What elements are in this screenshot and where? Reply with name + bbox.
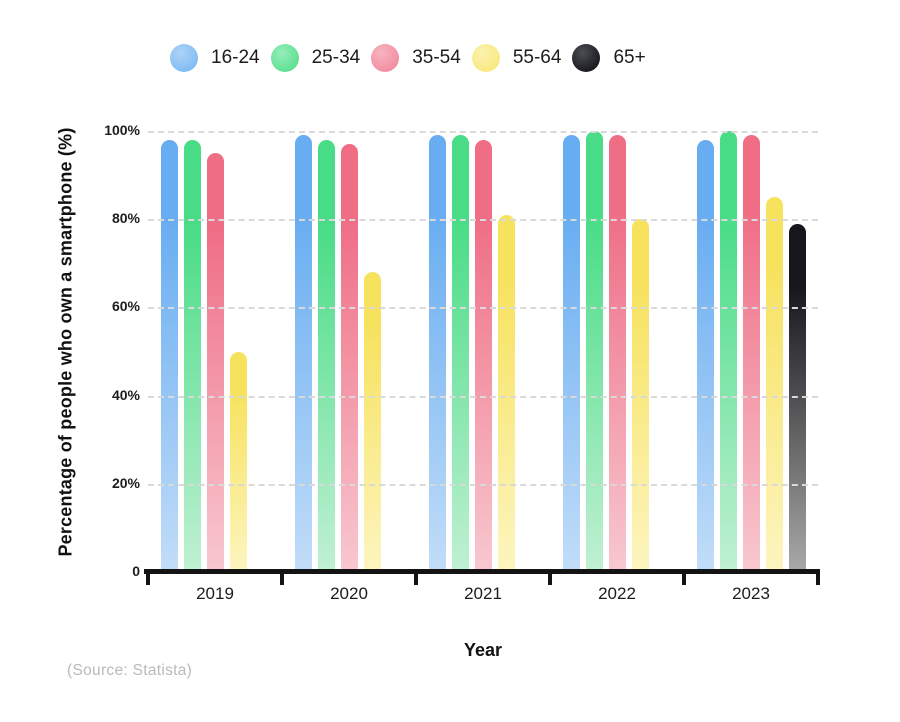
- source-note: (Source: Statista): [67, 662, 193, 679]
- bar-group-2020: [282, 131, 416, 572]
- x-axis-tick: [816, 569, 820, 585]
- legend-label: 55-64: [512, 47, 562, 68]
- legend-label: 16-24: [211, 47, 260, 68]
- legend-label: 35-54: [412, 47, 461, 68]
- bar-25-34-2023: [720, 131, 737, 572]
- bar-16-24-2021: [429, 135, 446, 572]
- bar-group-2023: [684, 131, 818, 572]
- legend-dot-16-24: [170, 44, 198, 72]
- bar-55-64-2020: [364, 272, 381, 572]
- x-category-labels: 2019 2020 2021 2022 2023: [148, 584, 818, 604]
- bar-16-24-2022: [563, 135, 580, 572]
- bar-55-64-2023: [766, 197, 783, 572]
- bar-groups: [148, 131, 818, 572]
- legend-label: 25-34: [311, 47, 361, 68]
- bar-35-54-2020: [341, 144, 358, 572]
- legend-dot-35-54: [371, 44, 400, 72]
- bar-25-34-2022: [586, 131, 603, 572]
- bar-55-64-2021: [498, 214, 515, 572]
- gridline-20: [148, 483, 818, 486]
- gridline-60: [148, 307, 818, 310]
- plot-area: [144, 131, 820, 585]
- legend-item-35-54: 35-54: [371, 44, 461, 72]
- x-category-2020: 2020: [330, 584, 368, 603]
- legend-dot-55-64: [471, 44, 500, 72]
- y-axis-title: Percentage of people who own a smartphon…: [55, 127, 76, 557]
- legend-dot-25-34: [270, 44, 299, 72]
- x-axis-tick: [414, 569, 418, 585]
- bar-35-54-2021: [475, 139, 492, 572]
- legend-dot-65+: [572, 44, 601, 72]
- x-category-2022: 2022: [598, 584, 636, 603]
- legend-item-55-64: 55-64: [471, 44, 562, 72]
- bar-35-54-2022: [609, 135, 626, 572]
- bar-group-2021: [416, 131, 550, 572]
- x-axis-line: [144, 569, 820, 574]
- y-tick-label-40: 40%: [111, 386, 140, 403]
- chart-legend: 16-24 25-34 35-54 55-64 65+: [170, 44, 646, 72]
- bar-16-24-2020: [295, 135, 312, 572]
- legend-label: 65+: [613, 47, 646, 68]
- gridline-40: [148, 395, 818, 398]
- gridline-100: [148, 131, 818, 133]
- bar-25-34-2019: [184, 139, 201, 572]
- bar-25-34-2021: [452, 135, 469, 572]
- gridline-80: [148, 219, 818, 222]
- bar-55-64-2019: [230, 351, 247, 572]
- bar-35-54-2019: [207, 153, 224, 572]
- legend-item-16-24: 16-24: [170, 44, 260, 72]
- x-axis-tick: [280, 569, 284, 585]
- x-axis-tick: [548, 569, 552, 585]
- y-tick-label-0: 0: [132, 563, 140, 579]
- bar-group-2022: [550, 131, 684, 572]
- x-category-2023: 2023: [732, 584, 770, 603]
- bar-group-2019: [148, 131, 282, 572]
- y-tick-label-100: 100%: [104, 122, 140, 138]
- y-tick-label-20: 20%: [111, 474, 140, 491]
- x-axis-title: Year: [463, 640, 503, 660]
- x-category-2021: 2021: [464, 584, 502, 603]
- bar-16-24-2023: [697, 139, 714, 572]
- y-tick-label-60: 60%: [111, 298, 140, 315]
- y-tick-label-80: 80%: [111, 210, 140, 227]
- x-axis-tick: [682, 569, 686, 585]
- x-category-2019: 2019: [196, 584, 234, 603]
- legend-item-65+: 65+: [572, 44, 646, 72]
- bar-65+-2023: [789, 223, 806, 572]
- bar-25-34-2020: [318, 139, 335, 572]
- legend-item-25-34: 25-34: [270, 44, 361, 72]
- bar-35-54-2023: [743, 135, 760, 572]
- bar-16-24-2019: [161, 139, 178, 572]
- x-axis-tick: [146, 569, 150, 585]
